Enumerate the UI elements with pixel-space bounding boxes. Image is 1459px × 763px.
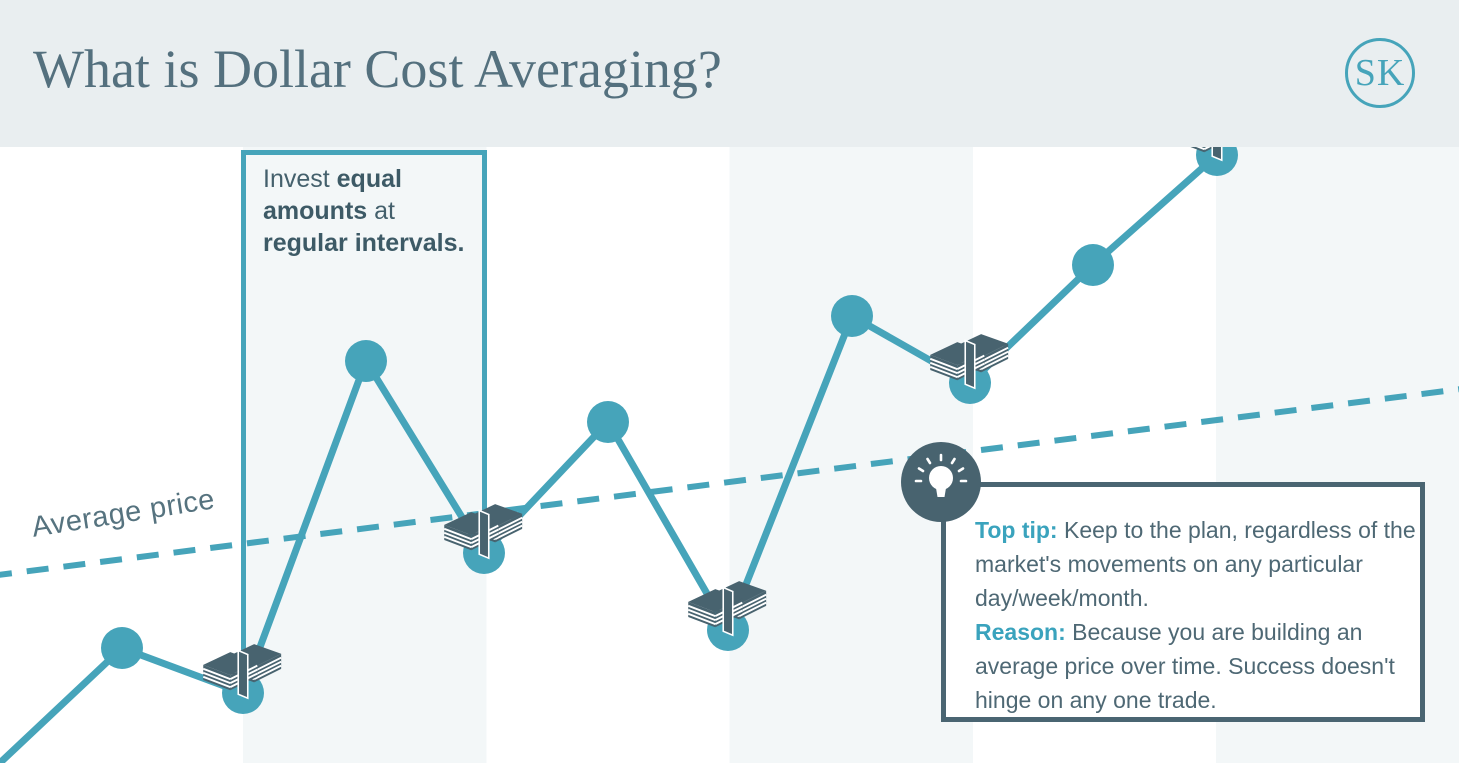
average-price-line — [0, 386, 1459, 578]
header-band: What is Dollar Cost Averaging? SK — [0, 0, 1459, 147]
top-tip-box: Top tip: Keep to the plan, regardless of… — [941, 482, 1425, 722]
reason-label: Reason: — [975, 619, 1066, 645]
data-point — [1072, 244, 1114, 286]
top-tip-label: Top tip: — [975, 517, 1058, 543]
callout-seg: at — [367, 197, 395, 225]
data-point — [587, 401, 629, 443]
top-tip-body: Keep to the plan, regardless of the mark… — [975, 517, 1416, 611]
sk-logo-text: SK — [1354, 52, 1406, 94]
callout-seg-bold: equal amounts — [263, 165, 402, 225]
data-point — [345, 340, 387, 382]
money-stack-icon — [930, 334, 1008, 388]
reason-body: Because you are building an average pric… — [975, 619, 1395, 713]
data-point — [101, 627, 143, 669]
money-stack-icon — [203, 644, 281, 698]
money-stack-icon — [688, 581, 766, 635]
top-tip-text: Top tip: Keep to the plan, regardless of… — [975, 513, 1420, 717]
callout-seg-bold: regular intervals. — [263, 229, 465, 257]
lightbulb-icon — [901, 442, 981, 522]
interval-callout-text: Invest equal amounts at regular interval… — [263, 163, 481, 259]
page-title: What is Dollar Cost Averaging? — [33, 39, 722, 99]
sk-logo-icon: SK — [1345, 38, 1415, 108]
interval-callout-box — [241, 150, 487, 690]
data-point — [831, 295, 873, 337]
callout-seg: Invest — [263, 165, 337, 193]
